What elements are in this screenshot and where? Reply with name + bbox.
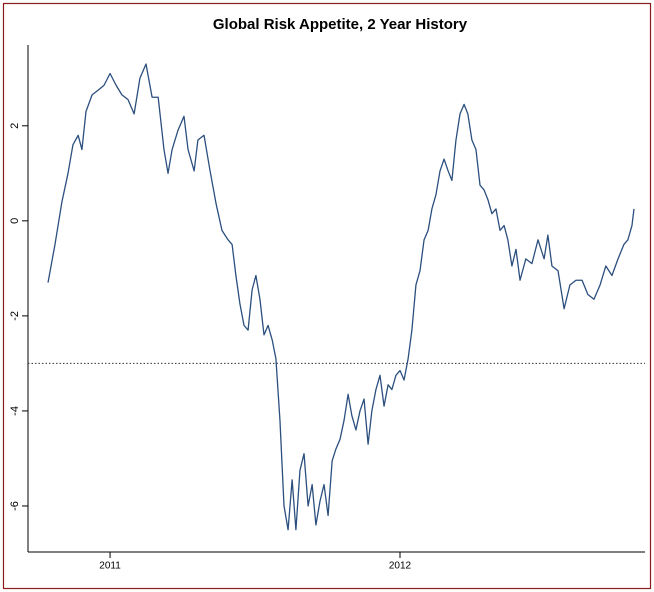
x-tick-label: 2012 — [389, 561, 412, 572]
line-series — [47, 63, 635, 531]
y-tick-label: -4 — [9, 406, 21, 416]
chart-title: Global Risk Appetite, 2 Year History — [213, 16, 468, 33]
x-tick-label: 2011 — [99, 561, 121, 572]
y-tick-label: 2 — [9, 123, 21, 129]
y-tick-label: -2 — [9, 311, 21, 321]
y-tick-label: -6 — [9, 501, 21, 511]
y-tick-label: 0 — [9, 218, 21, 224]
